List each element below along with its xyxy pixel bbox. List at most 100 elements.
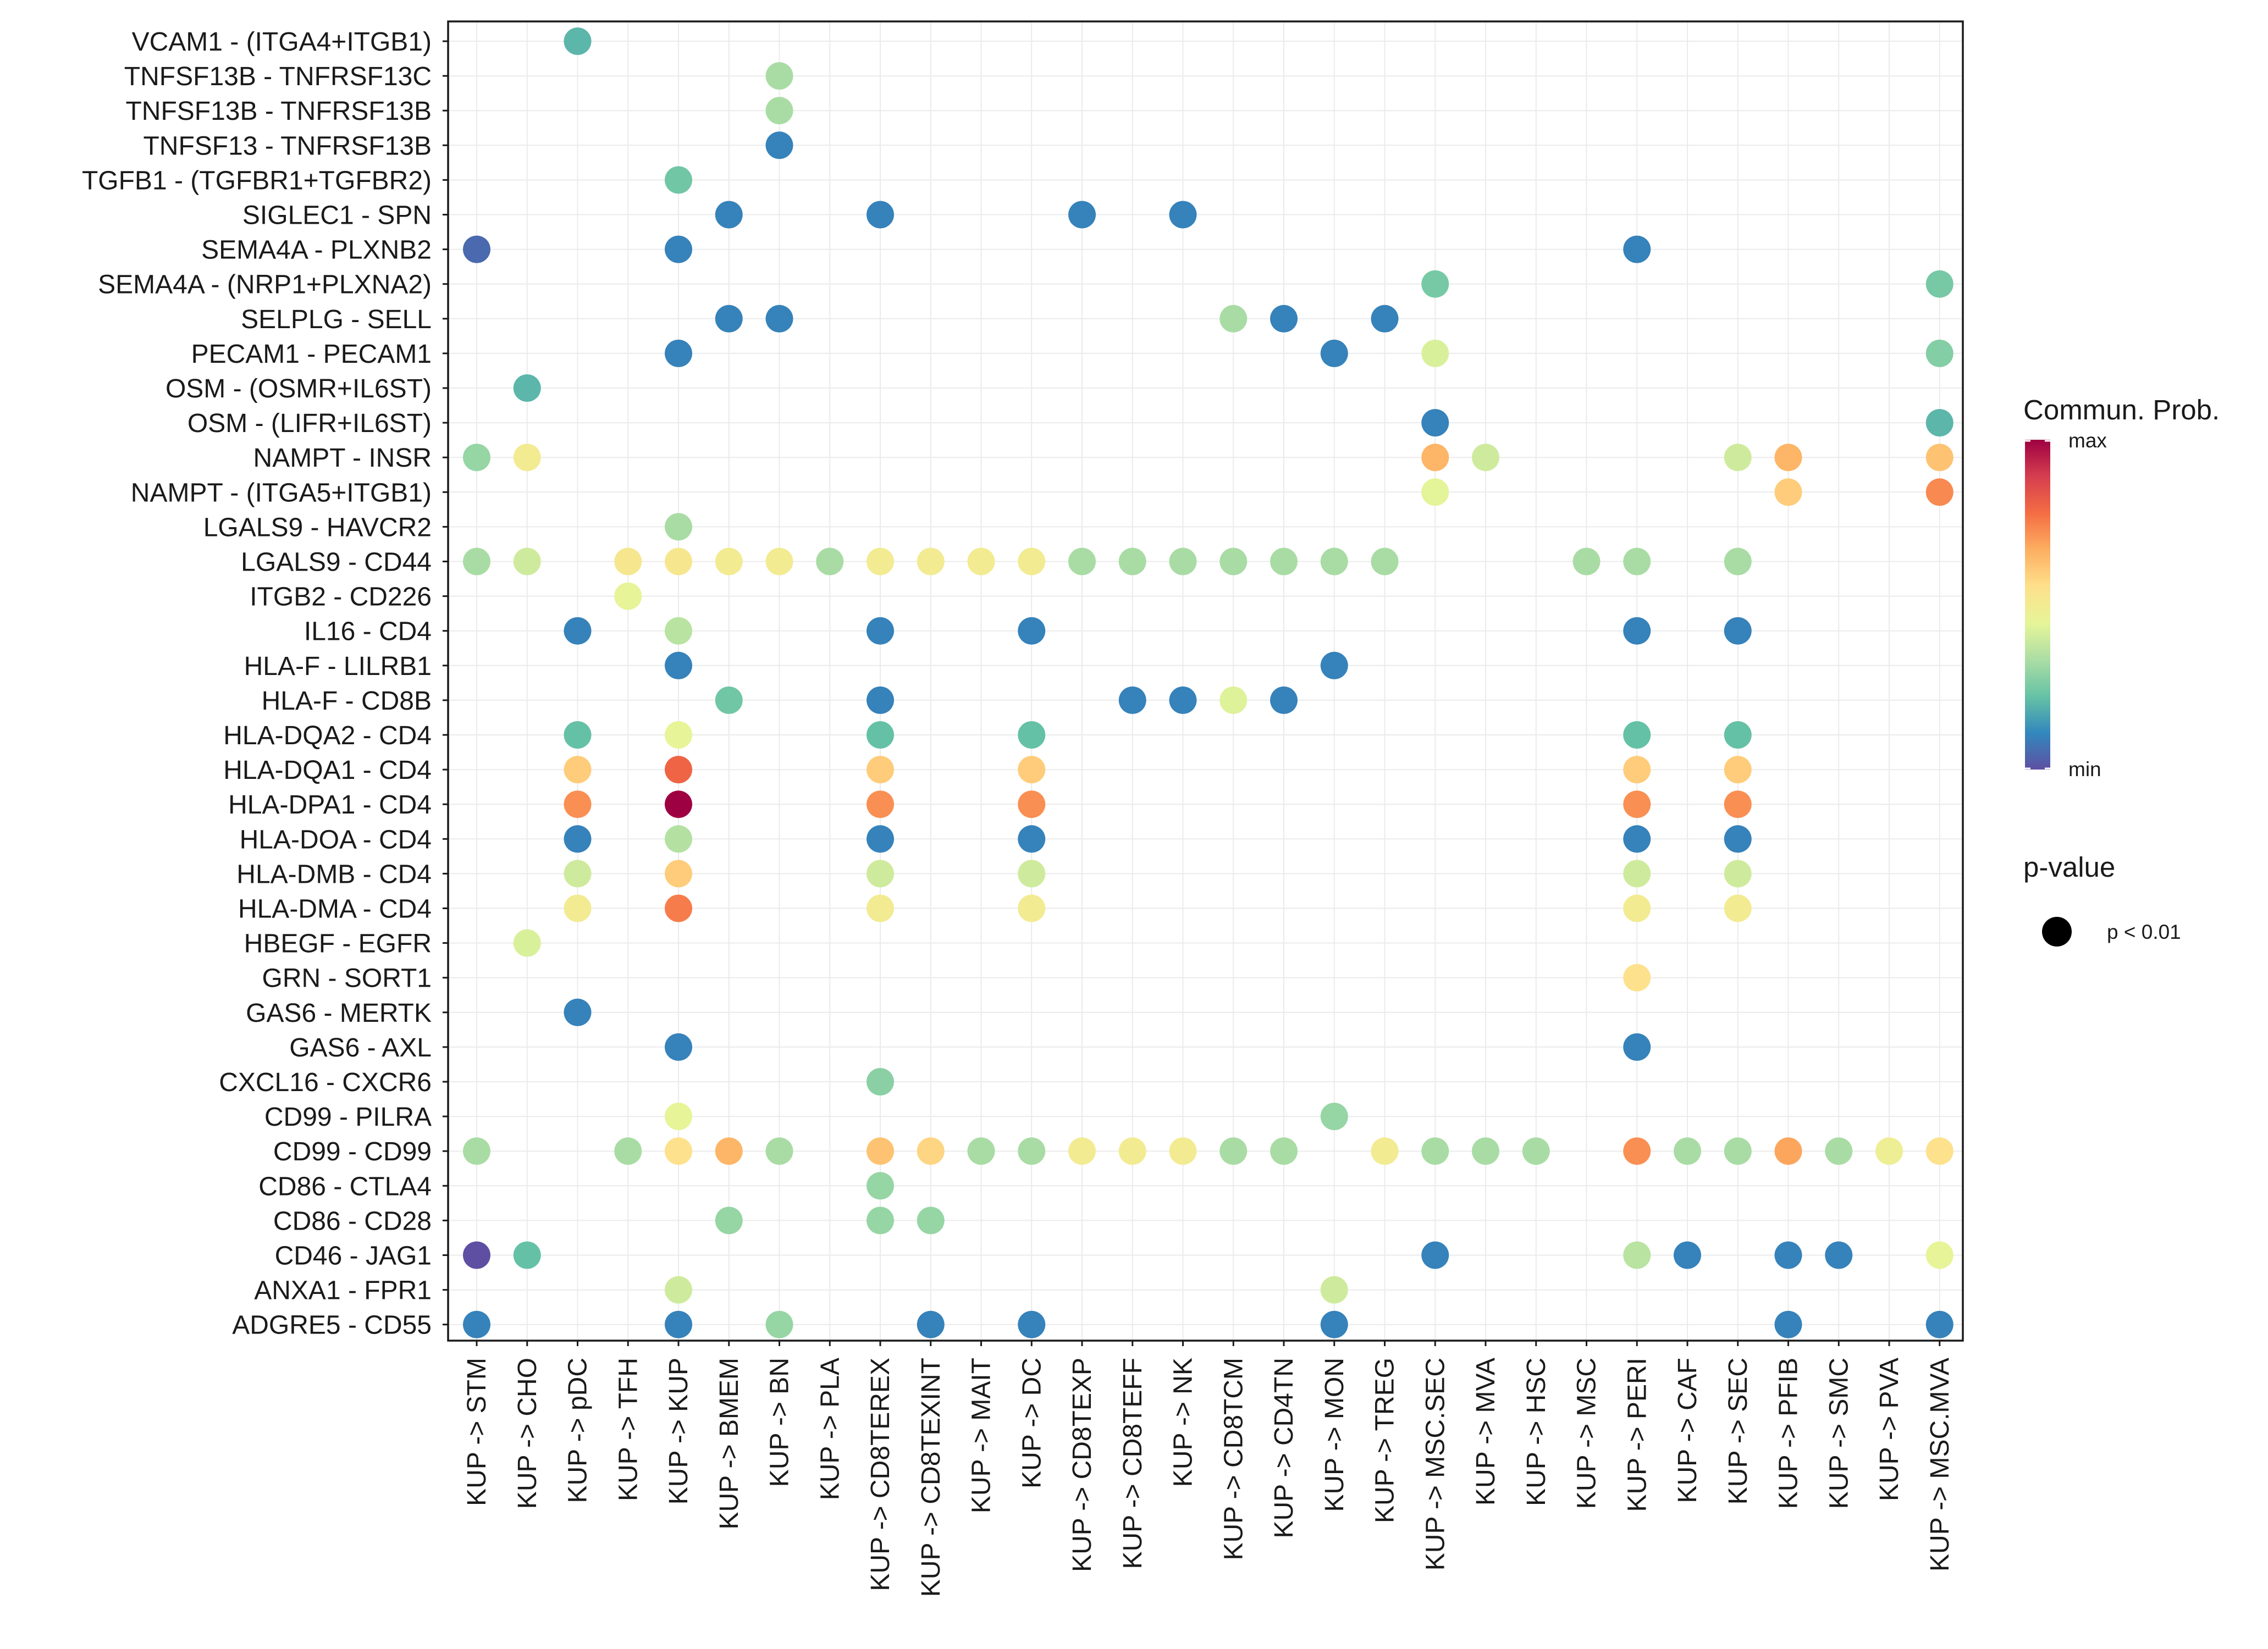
y-tick-label: HLA-DMA - CD4 bbox=[238, 895, 432, 924]
y-tick-label: OSM - (LIFR+IL6ST) bbox=[187, 409, 432, 438]
data-point: HLA-DQA1 - CD4 | KUP -> SEC bbox=[1724, 756, 1752, 784]
data-point: HLA-DQA1 - CD4 | KUP -> DC bbox=[1018, 756, 1046, 784]
x-tick-label: KUP -> STM bbox=[462, 1358, 492, 1506]
data-point: GAS6 - AXL | KUP -> PERI bbox=[1623, 1033, 1651, 1061]
x-tick-label: KUP -> SEC bbox=[1724, 1358, 1753, 1504]
data-point: ADGRE5 - CD55 | KUP -> DC bbox=[1018, 1310, 1046, 1338]
data-point: PECAM1 - PECAM1 | KUP -> MON bbox=[1320, 339, 1348, 367]
data-point: LGALS9 - CD44 | KUP -> TFH bbox=[614, 547, 642, 576]
data-point: CD99 - CD99 | KUP -> BN bbox=[765, 1137, 793, 1165]
data-point: SELPLG - SELL | KUP -> CD8TCM bbox=[1219, 305, 1248, 333]
x-tick-label: KUP -> MSC.MVA bbox=[1925, 1358, 1955, 1571]
x-tick-label: KUP -> PLA bbox=[815, 1358, 845, 1500]
data-point: SEMA4A - (NRP1+PLXNA2) | KUP -> MSC.MVA bbox=[1925, 270, 1954, 298]
data-point: CD99 - CD99 | KUP -> CD4TN bbox=[1270, 1137, 1298, 1165]
x-tick-label: KUP -> SMC bbox=[1824, 1358, 1853, 1509]
data-point: GRN - SORT1 | KUP -> PERI bbox=[1623, 964, 1651, 992]
data-point: SELPLG - SELL | KUP -> BMEM bbox=[715, 305, 743, 333]
data-point: CD46 - JAG1 | KUP -> STM bbox=[463, 1241, 490, 1269]
data-point: CD46 - JAG1 | KUP -> SMC bbox=[1825, 1241, 1853, 1269]
data-point: CD99 - CD99 | KUP -> SMC bbox=[1825, 1137, 1853, 1165]
data-point: NAMPT - INSR | KUP -> STM bbox=[463, 444, 490, 472]
data-point: HLA-DMA - CD4 | KUP -> CD8TEREX bbox=[867, 894, 894, 922]
data-points: VCAM1 - (ITGA4+ITGB1) | KUP -> pDC TNFSF1… bbox=[463, 27, 1954, 1338]
data-point: HLA-F - CD8B | KUP -> CD4TN bbox=[1270, 686, 1298, 714]
y-axis-labels: VCAM1 - (ITGA4+ITGB1) TNFSF13B - TNFRSF13… bbox=[82, 27, 448, 1340]
y-tick-label: CD86 - CTLA4 bbox=[258, 1172, 432, 1201]
y-tick-label: VCAM1 - (ITGA4+ITGB1) bbox=[132, 27, 432, 57]
data-point: HLA-DQA2 - CD4 | KUP -> DC bbox=[1018, 721, 1046, 749]
data-point: NAMPT - INSR | KUP -> MSC.SEC bbox=[1421, 444, 1449, 472]
data-point: LGALS9 - CD44 | KUP -> CD8TEXINT bbox=[917, 547, 945, 576]
x-tick-label: KUP -> KUP bbox=[664, 1358, 693, 1504]
data-point: CD99 - PILRA | KUP -> MON bbox=[1320, 1103, 1348, 1131]
data-point: HLA-DOA - CD4 | KUP -> CD8TEREX bbox=[867, 825, 894, 853]
y-tick-label: HLA-DOA - CD4 bbox=[240, 825, 432, 854]
y-tick-label: TNFSF13 - TNFRSF13B bbox=[143, 131, 432, 161]
data-point: SELPLG - SELL | KUP -> BN bbox=[765, 305, 793, 333]
data-point: CD99 - CD99 | KUP -> MSC.MVA bbox=[1925, 1137, 1954, 1165]
data-point: CD99 - CD99 | KUP -> CD8TEXP bbox=[1068, 1137, 1096, 1165]
data-point: IL16 - CD4 | KUP -> KUP bbox=[665, 617, 692, 645]
data-point: HLA-DMB - CD4 | KUP -> SEC bbox=[1724, 860, 1752, 888]
data-point: LGALS9 - CD44 | KUP -> MON bbox=[1320, 547, 1348, 576]
data-point: CD99 - CD99 | KUP -> CD8TEREX bbox=[867, 1137, 894, 1165]
data-point: HLA-F - CD8B | KUP -> BMEM bbox=[715, 686, 743, 714]
data-point: CD99 - CD99 | KUP -> TREG bbox=[1371, 1137, 1399, 1165]
data-point: CD99 - CD99 | KUP -> PVA bbox=[1875, 1137, 1903, 1165]
x-tick-label: KUP -> PFIB bbox=[1774, 1358, 1803, 1509]
data-point: SIGLEC1 - SPN | KUP -> NK bbox=[1169, 201, 1197, 229]
data-point: SEMA4A - PLXNB2 | KUP -> STM bbox=[463, 235, 490, 263]
data-point: NAMPT - INSR | KUP -> PFIB bbox=[1774, 444, 1802, 472]
y-tick-label: HLA-DQA1 - CD4 bbox=[223, 756, 432, 785]
data-point: CD99 - CD99 | KUP -> KUP bbox=[665, 1137, 692, 1165]
data-point: CD99 - CD99 | KUP -> PFIB bbox=[1774, 1137, 1802, 1165]
data-point: HLA-DPA1 - CD4 | KUP -> CD8TEREX bbox=[867, 790, 894, 818]
data-point: IL16 - CD4 | KUP -> SEC bbox=[1724, 617, 1752, 645]
data-point: NAMPT - (ITGA5+ITGB1) | KUP -> MSC.SEC bbox=[1421, 478, 1449, 506]
data-point: CD46 - JAG1 | KUP -> PFIB bbox=[1774, 1241, 1802, 1269]
y-tick-label: GAS6 - MERTK bbox=[246, 999, 432, 1028]
data-point: HLA-F - LILRB1 | KUP -> MON bbox=[1320, 651, 1348, 679]
x-tick-label: KUP -> CAF bbox=[1673, 1358, 1702, 1503]
legend-color: Commun. Prob. max min bbox=[2023, 394, 2220, 781]
y-tick-label: HLA-DQA2 - CD4 bbox=[223, 721, 432, 750]
data-point: CD99 - CD99 | KUP -> MSC.SEC bbox=[1421, 1137, 1449, 1165]
data-point: OSM - (OSMR+IL6ST) | KUP -> CHO bbox=[513, 374, 541, 402]
data-point: CD99 - CD99 | KUP -> DC bbox=[1018, 1137, 1046, 1165]
y-tick-label: SEMA4A - (NRP1+PLXNA2) bbox=[98, 270, 432, 300]
data-point: TNFSF13B - TNFRSF13B | KUP -> BN bbox=[765, 97, 793, 125]
data-point: HLA-DQA2 - CD4 | KUP -> pDC bbox=[564, 721, 592, 749]
legend-size-title: p-value bbox=[2023, 851, 2115, 883]
data-point: SIGLEC1 - SPN | KUP -> BMEM bbox=[715, 201, 743, 229]
y-tick-label: ADGRE5 - CD55 bbox=[232, 1311, 432, 1340]
x-tick-label: KUP -> MON bbox=[1320, 1358, 1349, 1512]
data-point: TNFSF13 - TNFRSF13B | KUP -> BN bbox=[765, 131, 793, 159]
data-point: CD99 - CD99 | KUP -> CD8TEFF bbox=[1118, 1137, 1146, 1165]
data-point: PECAM1 - PECAM1 | KUP -> MSC.SEC bbox=[1421, 339, 1449, 367]
y-tick-label: CD46 - JAG1 bbox=[275, 1242, 432, 1271]
data-point: IL16 - CD4 | KUP -> PERI bbox=[1623, 617, 1651, 645]
data-point: CD99 - CD99 | KUP -> HSC bbox=[1522, 1137, 1550, 1165]
data-point: LGALS9 - CD44 | KUP -> BMEM bbox=[715, 547, 743, 576]
data-point: LGALS9 - CD44 | KUP -> CD4TN bbox=[1270, 547, 1298, 576]
data-point: HLA-DMA - CD4 | KUP -> PERI bbox=[1623, 894, 1651, 922]
x-tick-label: KUP -> CD8TCM bbox=[1219, 1358, 1248, 1561]
data-point: ADGRE5 - CD55 | KUP -> MSC.MVA bbox=[1925, 1310, 1954, 1338]
data-point: HLA-DMB - CD4 | KUP -> DC bbox=[1018, 860, 1046, 888]
data-point: HLA-DOA - CD4 | KUP -> PERI bbox=[1623, 825, 1651, 853]
plot-panel-border bbox=[447, 20, 1964, 1342]
data-point: HLA-DMA - CD4 | KUP -> DC bbox=[1018, 894, 1046, 922]
data-point: SELPLG - SELL | KUP -> CD4TN bbox=[1270, 305, 1298, 333]
x-tick-label: KUP -> BN bbox=[765, 1358, 794, 1487]
x-tick-label: KUP -> BMEM bbox=[715, 1358, 744, 1530]
data-point: SEMA4A - PLXNB2 | KUP -> PERI bbox=[1623, 235, 1651, 263]
data-point: HLA-DMA - CD4 | KUP -> pDC bbox=[564, 894, 592, 922]
y-tick-label: HLA-DMB - CD4 bbox=[236, 860, 432, 889]
data-point: IL16 - CD4 | KUP -> DC bbox=[1018, 617, 1046, 645]
data-point: CD99 - CD99 | KUP -> MVA bbox=[1472, 1137, 1499, 1165]
data-point: CD99 - CD99 | KUP -> TFH bbox=[614, 1137, 642, 1165]
x-tick-label: KUP -> CHO bbox=[513, 1358, 542, 1509]
data-point: SEMA4A - PLXNB2 | KUP -> KUP bbox=[665, 235, 692, 263]
